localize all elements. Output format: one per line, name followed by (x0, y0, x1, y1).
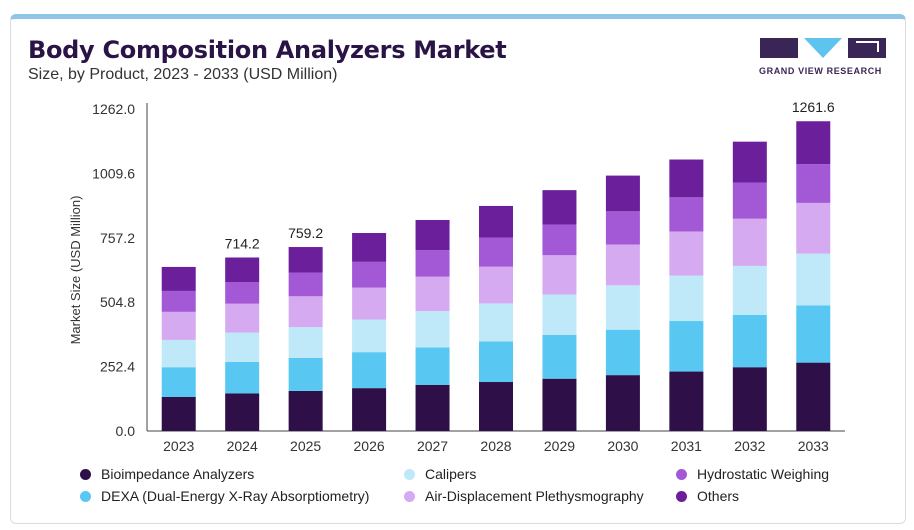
bar-segment (415, 250, 450, 277)
y-tick-label: 1262.0 (92, 101, 135, 117)
bar-segment (479, 341, 513, 383)
y-tick-label: 504.8 (100, 294, 135, 310)
bar-segment (479, 303, 513, 342)
x-tick-label: 2029 (544, 438, 575, 454)
bar-segment (669, 197, 704, 232)
bar-segment (352, 233, 387, 262)
bar-segment (732, 367, 767, 431)
x-tick-label: 2030 (607, 438, 638, 454)
bar-segment (225, 393, 260, 431)
bar-segment (796, 164, 831, 203)
bar-segment (352, 319, 387, 353)
data-label: 759.2 (288, 225, 323, 241)
bar-segment (669, 321, 704, 372)
x-tick-label: 2033 (798, 438, 829, 454)
bar-segment (605, 285, 640, 330)
bar-segment (288, 390, 323, 431)
bar-segment (415, 347, 450, 385)
bar-segment (288, 247, 323, 273)
x-tick-label: 2026 (354, 438, 385, 454)
x-tick-label: 2027 (417, 438, 448, 454)
bar-segment (225, 281, 260, 304)
bar-segment (161, 396, 196, 431)
bar-segment (479, 205, 513, 238)
bar-segment (796, 253, 831, 306)
bar-segment (796, 362, 831, 431)
bar-segment (352, 261, 387, 288)
bar-segment (542, 190, 577, 225)
bar-segment (732, 314, 767, 368)
bar-segment (542, 378, 577, 431)
bar-segment (161, 339, 196, 368)
bar-segment (542, 294, 577, 335)
chart-title: Body Composition Analyzers Market (28, 36, 507, 64)
bar-segment (732, 218, 767, 266)
bar-segment (415, 311, 450, 348)
bar-segment (161, 311, 196, 340)
bar-segment (225, 361, 260, 394)
bar-segment (352, 352, 387, 389)
y-tick-label: 757.2 (100, 230, 135, 246)
bar-segment (161, 290, 196, 312)
bar-segment (542, 334, 577, 379)
bar-segment (605, 175, 640, 212)
bar-segment (605, 244, 640, 286)
chart-subtitle: Size, by Product, 2023 - 2033 (USD Milli… (28, 66, 338, 83)
bar-segment (669, 275, 704, 322)
bar-segment (732, 265, 767, 315)
x-tick-label: 2025 (290, 438, 321, 454)
bar-segment (542, 224, 577, 256)
x-tick-label: 2031 (671, 438, 702, 454)
grand-view-research-logo (760, 38, 886, 58)
x-tick-label: 2032 (734, 438, 765, 454)
bar-segment (352, 287, 387, 320)
logo-text: GRAND VIEW RESEARCH (759, 66, 882, 76)
x-tick-label: 2028 (480, 438, 511, 454)
bar-segment (415, 276, 450, 312)
bar-segment (415, 219, 450, 251)
bar-segment (479, 382, 513, 431)
bar-segment (288, 296, 323, 328)
bar-segment (288, 327, 323, 358)
bar-segment (479, 266, 513, 304)
bar-segment (605, 329, 640, 376)
bar-segment (732, 182, 767, 219)
bar-segment (796, 305, 831, 363)
x-tick-label: 2023 (163, 438, 194, 454)
bar-segment (352, 388, 387, 431)
bar-segment (669, 159, 704, 198)
y-tick-label: 252.4 (100, 359, 135, 375)
y-tick-label: 0.0 (116, 423, 136, 439)
bar-segment (605, 211, 640, 245)
bar-segment (605, 375, 640, 431)
bar-segment (796, 202, 831, 254)
bar-segment (288, 357, 323, 391)
bar-segment (415, 384, 450, 431)
bar-segment (225, 257, 260, 282)
data-label: 1261.6 (792, 99, 835, 115)
bar-segment (542, 255, 577, 295)
stacked-bar-chart: 0.0 252.4 504.8 757.2 1009.6 1262.0 Market Siz… (68, 99, 845, 454)
bar-segment (161, 367, 196, 397)
y-tick-label: 1009.6 (92, 165, 135, 181)
bar-segment (225, 303, 260, 333)
bar-segment (669, 371, 704, 431)
bar-segment (288, 272, 323, 297)
bar-segment (161, 266, 196, 291)
y-axis-label: Market Size (USD Million) (68, 196, 83, 345)
bar-segment (225, 332, 260, 362)
data-label: 714.2 (225, 235, 260, 251)
bar-segment (796, 121, 831, 165)
bar-segment (479, 237, 513, 267)
bar-segment (669, 231, 704, 276)
bar-segment (732, 141, 767, 183)
x-tick-label: 2024 (227, 438, 258, 454)
